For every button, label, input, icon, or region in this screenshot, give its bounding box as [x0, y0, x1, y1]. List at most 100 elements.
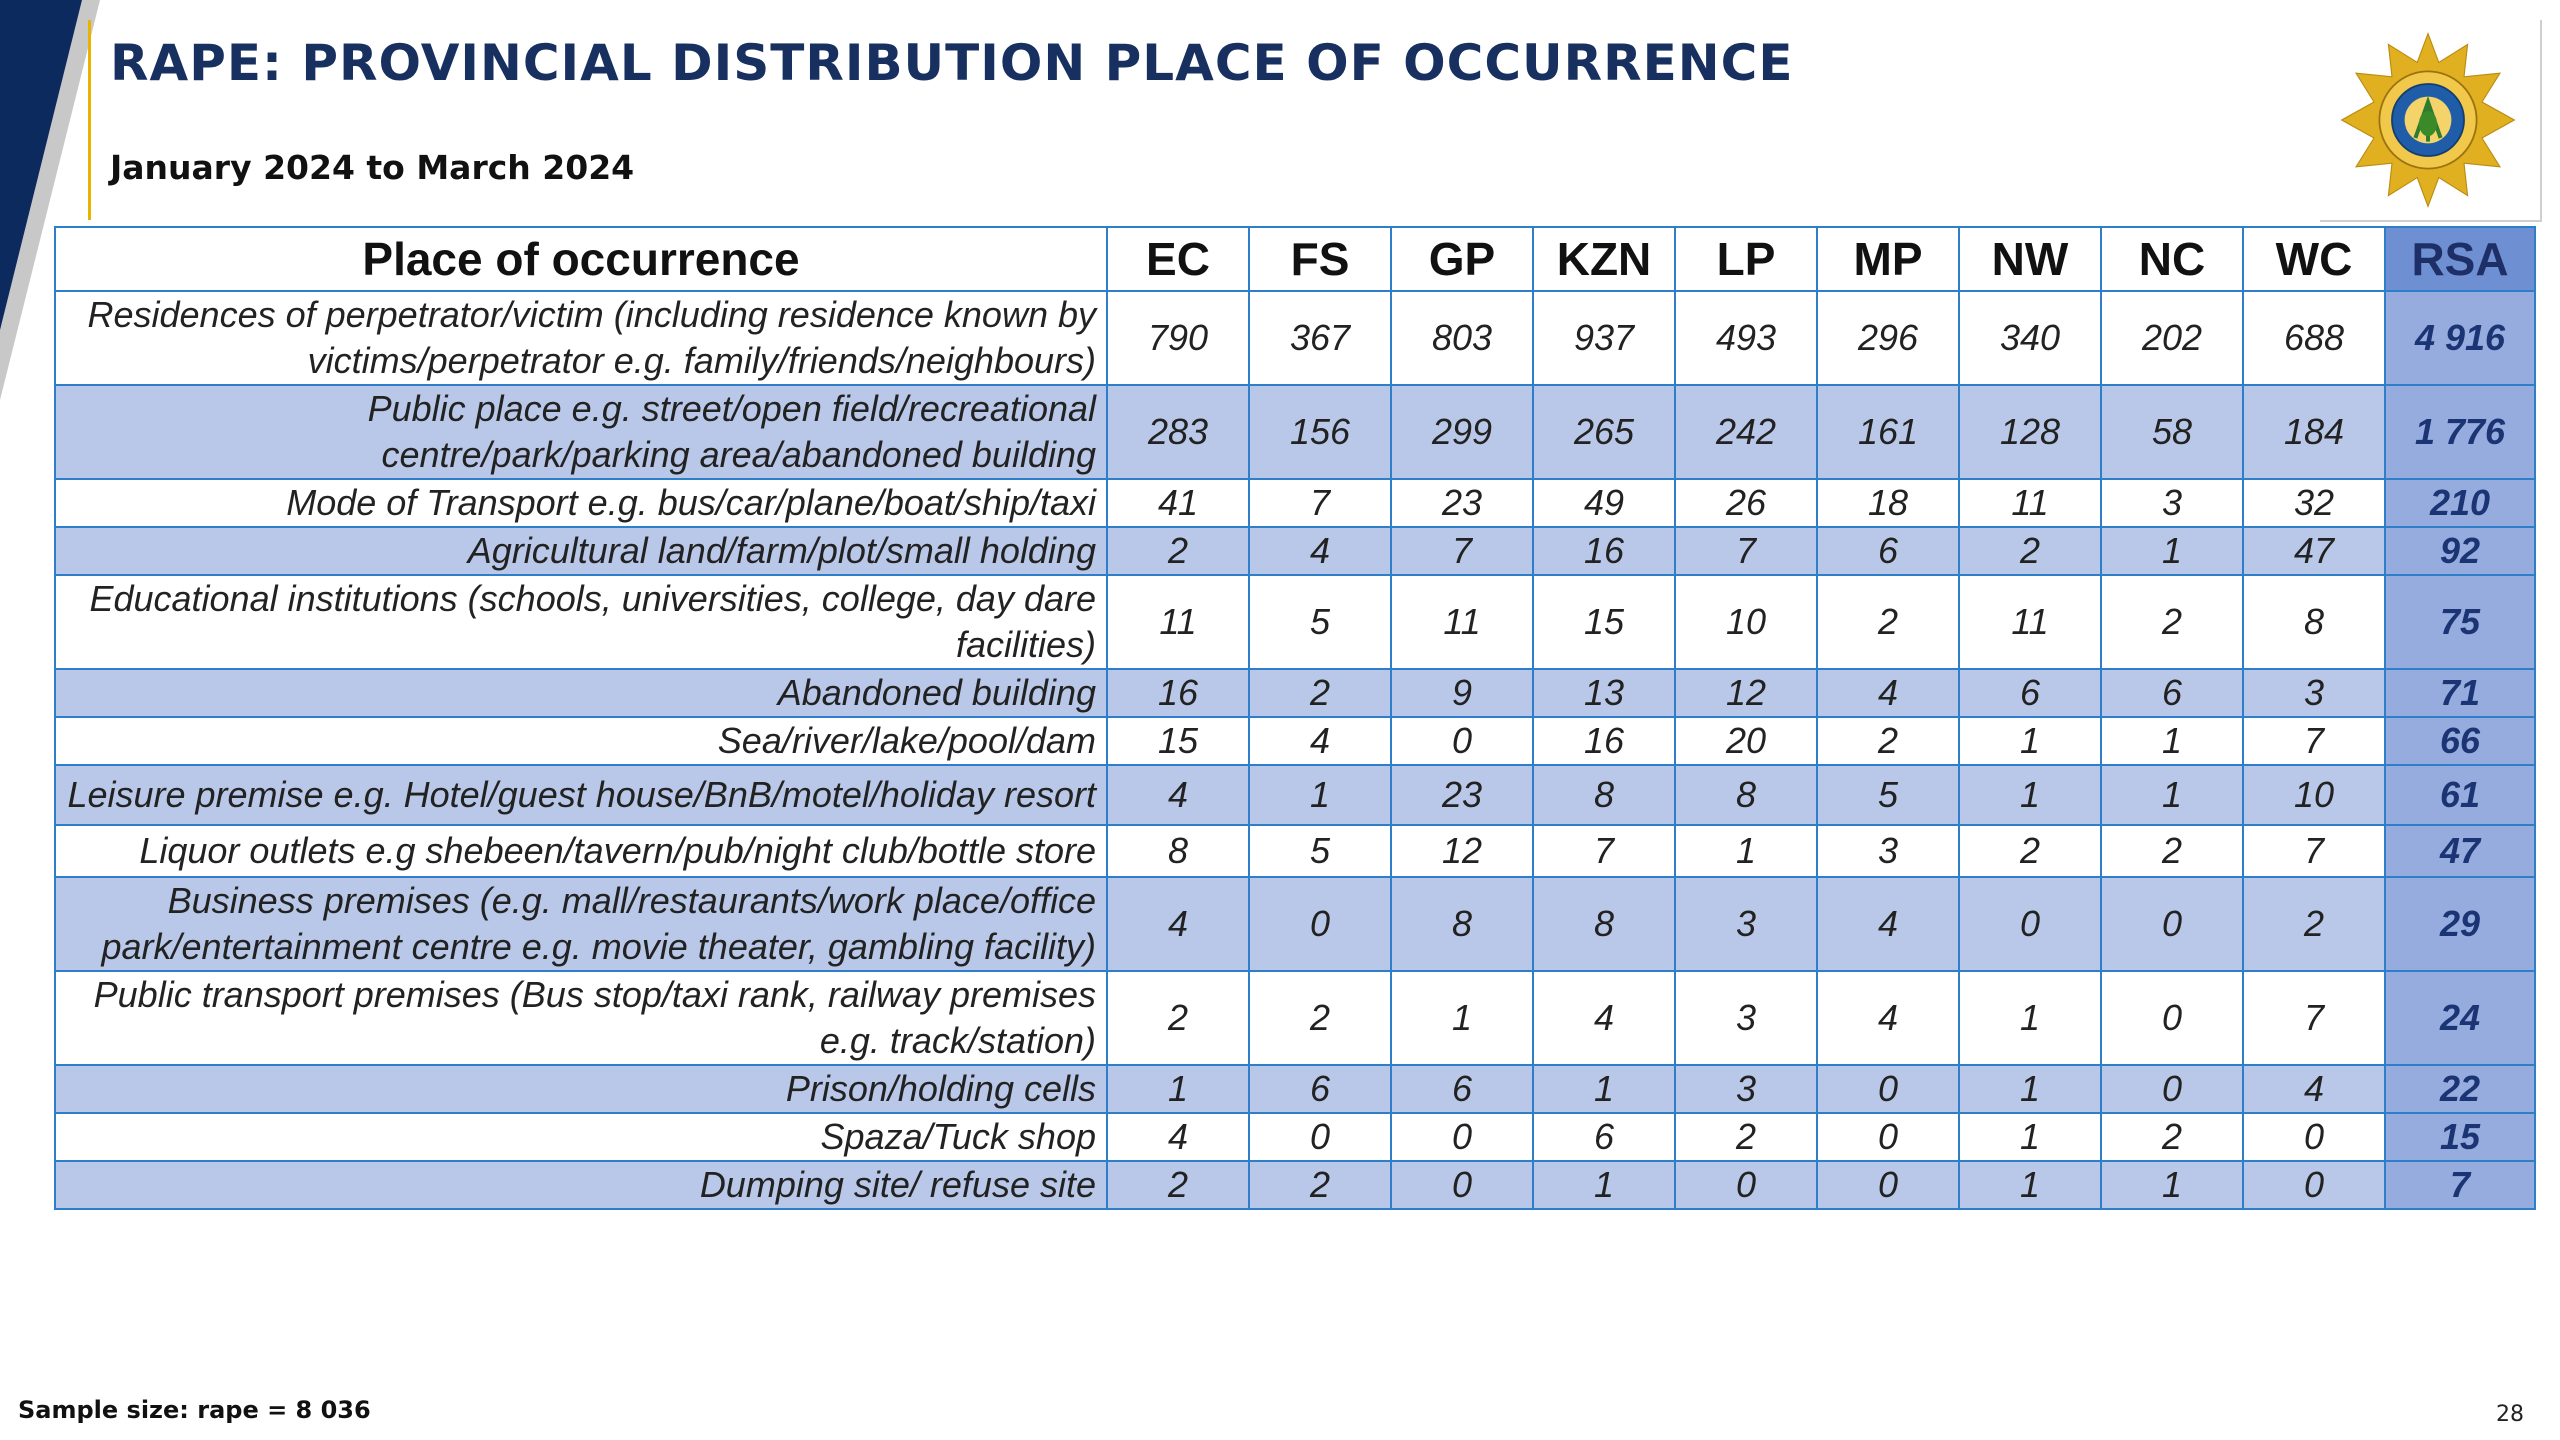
page-number: 28: [2496, 1402, 2524, 1427]
value-cell-rsa: 92: [2384, 526, 2536, 576]
value-cell-lp: 26: [1674, 478, 1818, 528]
place-of-occurrence-cell: Prison/holding cells: [54, 1064, 1108, 1114]
value-cell-nw: 0: [1958, 876, 2102, 972]
value-cell-mp: 4: [1816, 876, 1960, 972]
value-cell-nw: 6: [1958, 668, 2102, 718]
value-cell-fs: 0: [1248, 1112, 1392, 1162]
value-cell-kzn: 1: [1532, 1160, 1676, 1210]
value-cell-fs: 4: [1248, 716, 1392, 766]
value-cell-kzn: 1: [1532, 1064, 1676, 1114]
place-of-occurrence-cell: Abandoned building: [54, 668, 1108, 718]
value-cell-nc: 3: [2100, 478, 2244, 528]
saps-star-badge-icon: [2340, 32, 2516, 208]
value-cell-mp: 4: [1816, 668, 1960, 718]
place-of-occurrence-cell: Spaza/Tuck shop: [54, 1112, 1108, 1162]
value-cell-mp: 18: [1816, 478, 1960, 528]
column-header-gp: GP: [1390, 226, 1534, 292]
value-cell-rsa: 66: [2384, 716, 2536, 766]
value-cell-wc: 3: [2242, 668, 2386, 718]
value-cell-lp: 0: [1674, 1160, 1818, 1210]
table-row: Spaza/Tuck shop 4 0 0 6 2 0 1 2 0 15: [54, 1112, 2536, 1162]
place-of-occurrence-cell: Liquor outlets e.g shebeen/tavern/pub/ni…: [54, 824, 1108, 878]
value-cell-mp: 0: [1816, 1064, 1960, 1114]
value-cell-ec: 2: [1106, 1160, 1250, 1210]
value-cell-wc: 2: [2242, 876, 2386, 972]
value-cell-kzn: 15: [1532, 574, 1676, 670]
value-cell-ec: 4: [1106, 764, 1250, 826]
value-cell-ec: 283: [1106, 384, 1250, 480]
value-cell-gp: 0: [1390, 1112, 1534, 1162]
value-cell-lp: 20: [1674, 716, 1818, 766]
value-cell-rsa: 75: [2384, 574, 2536, 670]
value-cell-wc: 4: [2242, 1064, 2386, 1114]
value-cell-gp: 11: [1390, 574, 1534, 670]
value-cell-nc: 1: [2100, 1160, 2244, 1210]
column-header-rsa: RSA: [2384, 226, 2536, 292]
value-cell-ec: 2: [1106, 970, 1250, 1066]
value-cell-nw: 1: [1958, 1064, 2102, 1114]
place-of-occurrence-cell: Dumping site/ refuse site: [54, 1160, 1108, 1210]
value-cell-mp: 4: [1816, 970, 1960, 1066]
value-cell-nc: 2: [2100, 574, 2244, 670]
value-cell-rsa: 4 916: [2384, 290, 2536, 386]
value-cell-fs: 4: [1248, 526, 1392, 576]
value-cell-wc: 0: [2242, 1160, 2386, 1210]
value-cell-mp: 161: [1816, 384, 1960, 480]
value-cell-lp: 2: [1674, 1112, 1818, 1162]
value-cell-wc: 32: [2242, 478, 2386, 528]
value-cell-lp: 242: [1674, 384, 1818, 480]
value-cell-gp: 9: [1390, 668, 1534, 718]
value-cell-wc: 0: [2242, 1112, 2386, 1162]
value-cell-ec: 4: [1106, 876, 1250, 972]
value-cell-kzn: 16: [1532, 526, 1676, 576]
value-cell-nc: 58: [2100, 384, 2244, 480]
page-title: RAPE: PROVINCIAL DISTRIBUTION PLACE OF O…: [110, 34, 1794, 92]
value-cell-rsa: 47: [2384, 824, 2536, 878]
value-cell-wc: 8: [2242, 574, 2386, 670]
value-cell-fs: 6: [1248, 1064, 1392, 1114]
value-cell-fs: 5: [1248, 824, 1392, 878]
value-cell-gp: 7: [1390, 526, 1534, 576]
value-cell-nc: 2: [2100, 824, 2244, 878]
value-cell-nw: 2: [1958, 824, 2102, 878]
value-cell-mp: 2: [1816, 716, 1960, 766]
value-cell-rsa: 210: [2384, 478, 2536, 528]
value-cell-kzn: 937: [1532, 290, 1676, 386]
value-cell-nc: 2: [2100, 1112, 2244, 1162]
value-cell-mp: 296: [1816, 290, 1960, 386]
value-cell-kzn: 265: [1532, 384, 1676, 480]
value-cell-nc: 6: [2100, 668, 2244, 718]
value-cell-nw: 128: [1958, 384, 2102, 480]
column-header-place: Place of occurrence: [54, 226, 1108, 292]
value-cell-wc: 7: [2242, 970, 2386, 1066]
value-cell-mp: 5: [1816, 764, 1960, 826]
table-row: Liquor outlets e.g shebeen/tavern/pub/ni…: [54, 824, 2536, 878]
value-cell-nc: 0: [2100, 1064, 2244, 1114]
column-header-lp: LP: [1674, 226, 1818, 292]
value-cell-lp: 3: [1674, 970, 1818, 1066]
value-cell-rsa: 7: [2384, 1160, 2536, 1210]
value-cell-nc: 1: [2100, 526, 2244, 576]
table-row: Residences of perpetrator/victim (includ…: [54, 290, 2536, 386]
value-cell-gp: 23: [1390, 764, 1534, 826]
value-cell-mp: 0: [1816, 1160, 1960, 1210]
table-row: Dumping site/ refuse site 2 2 0 1 0 0 1 1 0 7: [54, 1160, 2536, 1210]
column-header-wc: WC: [2242, 226, 2386, 292]
place-of-occurrence-cell: Educational institutions (schools, unive…: [54, 574, 1108, 670]
value-cell-fs: 1: [1248, 764, 1392, 826]
value-cell-gp: 0: [1390, 1160, 1534, 1210]
value-cell-nc: 0: [2100, 970, 2244, 1066]
value-cell-nw: 1: [1958, 764, 2102, 826]
table-row: Business premises (e.g. mall/restaurants…: [54, 876, 2536, 972]
value-cell-nw: 11: [1958, 478, 2102, 528]
value-cell-lp: 10: [1674, 574, 1818, 670]
value-cell-ec: 2: [1106, 526, 1250, 576]
table-row: Public place e.g. street/open field/recr…: [54, 384, 2536, 480]
column-header-mp: MP: [1816, 226, 1960, 292]
value-cell-fs: 156: [1248, 384, 1392, 480]
value-cell-fs: 2: [1248, 970, 1392, 1066]
value-cell-lp: 3: [1674, 1064, 1818, 1114]
table-row: Public transport premises (Bus stop/taxi…: [54, 970, 2536, 1066]
place-of-occurrence-cell: Business premises (e.g. mall/restaurants…: [54, 876, 1108, 972]
value-cell-gp: 1: [1390, 970, 1534, 1066]
